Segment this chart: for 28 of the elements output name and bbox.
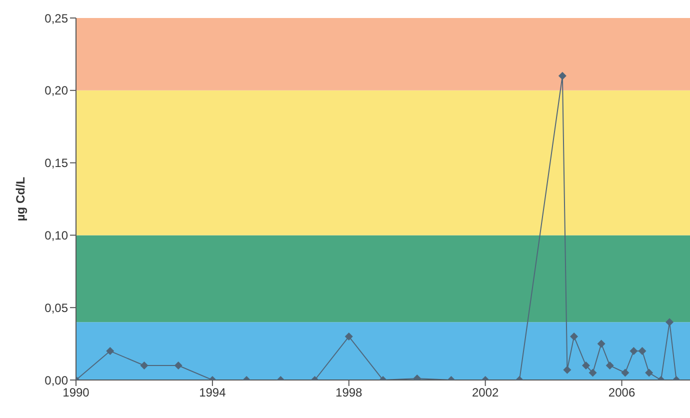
- x-tick-label: 1998: [336, 386, 363, 400]
- point: [563, 366, 572, 374]
- point: [588, 368, 597, 377]
- y-tick-label: 0,00: [44, 373, 68, 388]
- point: [597, 340, 606, 348]
- point: [582, 362, 590, 370]
- point: [140, 362, 148, 370]
- point: [645, 368, 654, 377]
- point: [621, 368, 630, 377]
- y-tick-label: 0,25: [44, 11, 68, 26]
- y-tick-label: 0,20: [44, 84, 68, 98]
- point: [558, 72, 566, 80]
- point: [174, 362, 182, 370]
- point: [344, 332, 353, 341]
- point: [666, 318, 674, 326]
- point: [106, 347, 114, 356]
- y-tick-label: 0,05: [44, 300, 68, 315]
- y-tick-label: 0,10: [44, 228, 68, 242]
- x-tick-label: 1990: [62, 386, 90, 400]
- x-tick-label: 2006: [608, 386, 636, 400]
- y-tick-label: 0,15: [44, 156, 68, 170]
- point: [638, 347, 646, 356]
- point: [606, 362, 614, 370]
- x-tick-label: 2002: [472, 386, 500, 400]
- point: [630, 347, 638, 356]
- y-axis-title: µg Cd/L: [13, 176, 28, 222]
- x-tick-label: 1994: [199, 386, 226, 400]
- point: [570, 332, 578, 341]
